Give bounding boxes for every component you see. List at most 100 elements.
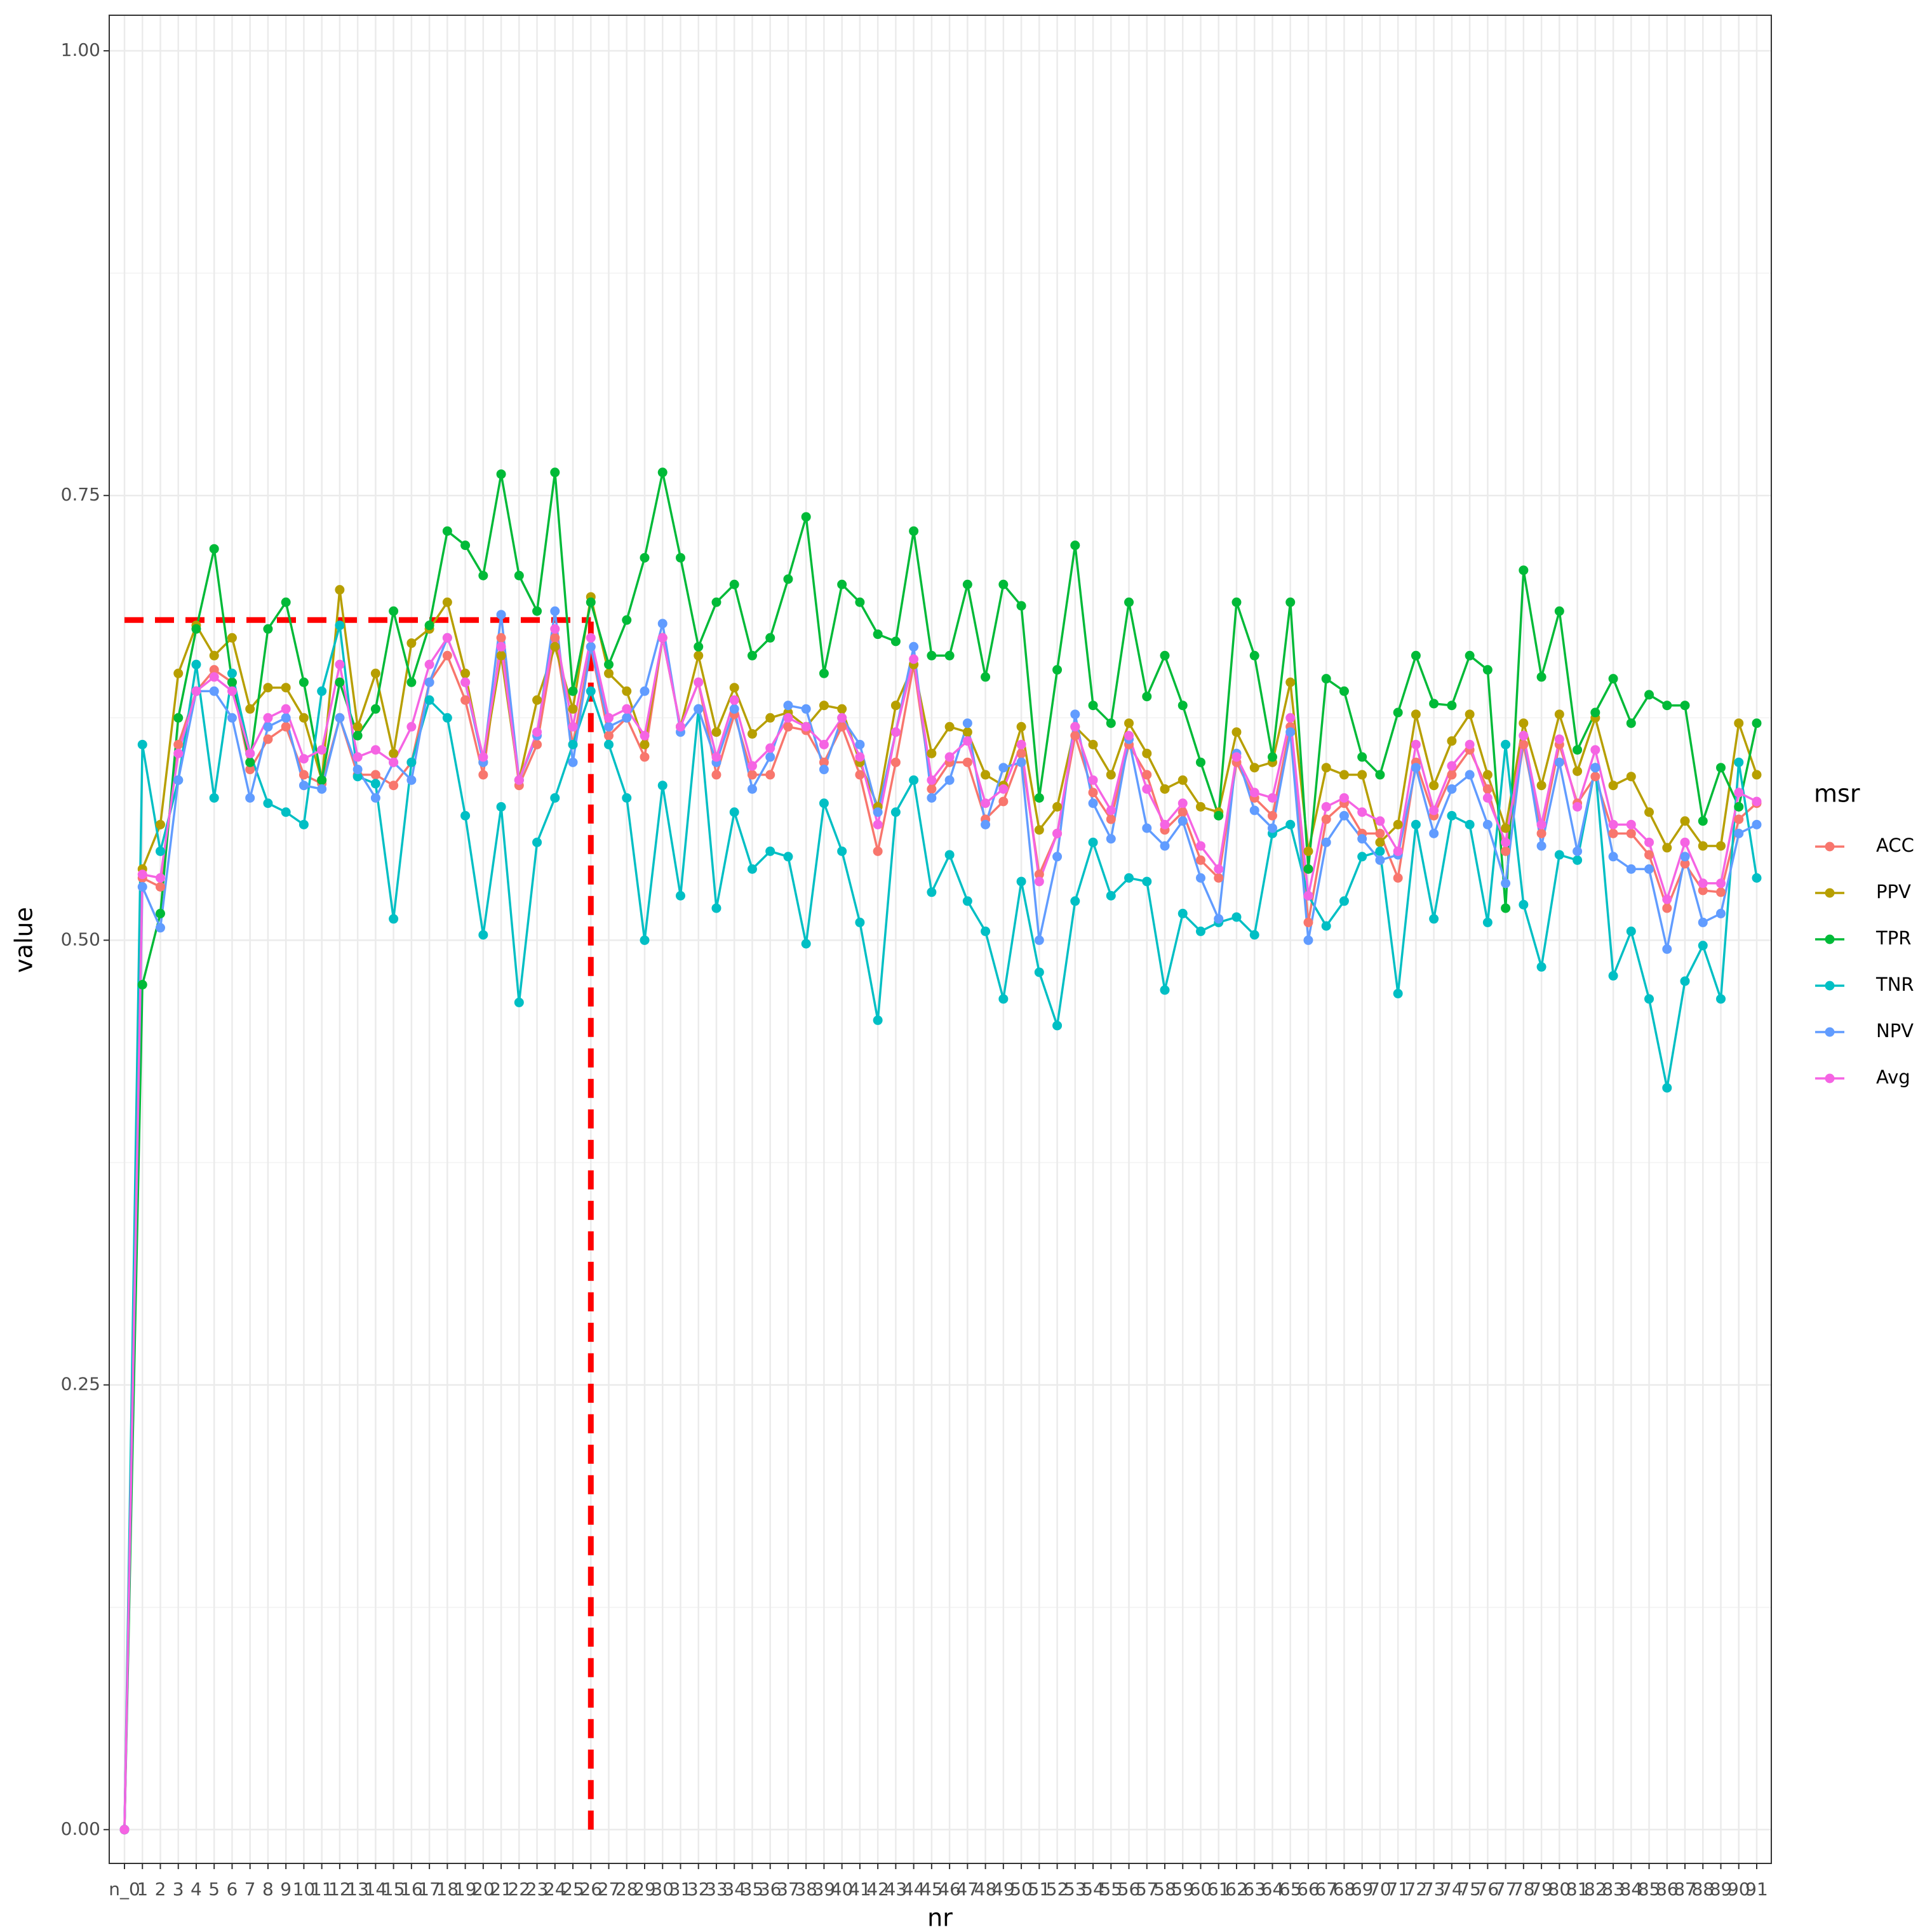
data-point [1447, 770, 1457, 780]
data-point [765, 743, 775, 753]
plot-area [119, 467, 1762, 1835]
data-point [1339, 793, 1349, 803]
data-point [1608, 828, 1618, 838]
x-tick-label: 33 [705, 1879, 728, 1900]
data-point [1196, 926, 1206, 936]
data-point [1698, 816, 1708, 826]
data-point [1052, 802, 1063, 812]
data-point [783, 701, 793, 711]
data-point [729, 695, 739, 705]
data-point [1142, 748, 1152, 758]
data-point [209, 686, 219, 696]
data-point [1267, 810, 1277, 821]
x-tick-label: 81 [1566, 1879, 1589, 1900]
data-point [1375, 816, 1385, 826]
x-tick-label: 59 [1171, 1879, 1194, 1900]
data-point [604, 730, 614, 741]
x-tick-label: 10 [293, 1879, 316, 1900]
data-point [1608, 852, 1618, 862]
data-point [370, 770, 380, 780]
data-point [622, 615, 632, 625]
data-point [1519, 730, 1529, 741]
data-point [1608, 781, 1618, 791]
data-point [1734, 802, 1744, 812]
data-point [1106, 834, 1116, 844]
x-tick-label: 47 [956, 1879, 979, 1900]
panel-border [109, 15, 1772, 1864]
data-point [245, 757, 255, 767]
data-point [747, 770, 757, 780]
legend-key-point [1825, 981, 1835, 991]
data-point [675, 721, 685, 732]
data-point [532, 837, 542, 847]
x-tick-label: 48 [974, 1879, 997, 1900]
data-point [890, 757, 901, 767]
data-point [1267, 752, 1277, 762]
data-point [1375, 846, 1385, 856]
data-point [550, 606, 560, 616]
x-tick-label: 86 [1656, 1879, 1679, 1900]
data-point [729, 704, 739, 714]
data-point [352, 765, 363, 775]
data-point [801, 939, 811, 949]
data-point [909, 654, 919, 664]
data-point [1590, 763, 1600, 773]
x-tick-label: 13 [346, 1879, 369, 1900]
y-axis-title: value [10, 907, 38, 973]
data-point [227, 633, 237, 643]
data-point [1644, 864, 1654, 874]
data-point [837, 846, 847, 856]
data-point [1716, 841, 1726, 851]
data-point [1070, 709, 1080, 720]
data-point [1716, 887, 1726, 897]
data-point [1501, 846, 1511, 856]
data-point [299, 677, 309, 687]
data-point [1321, 763, 1331, 773]
data-point [1752, 770, 1762, 780]
data-point [1536, 841, 1546, 851]
data-point [981, 819, 991, 829]
data-point [1321, 814, 1331, 824]
data-point [1088, 739, 1098, 749]
data-point [657, 467, 667, 478]
x-tick-label: 65 [1279, 1879, 1302, 1900]
data-point [173, 668, 184, 678]
data-point [352, 730, 363, 741]
data-point [711, 770, 721, 780]
data-point [1142, 770, 1152, 780]
x-tick-label: 89 [1710, 1879, 1733, 1900]
data-point [765, 633, 775, 643]
data-point [1339, 770, 1349, 780]
data-point [783, 721, 793, 732]
data-point [1375, 855, 1385, 865]
x-tick-label: 35 [741, 1879, 764, 1900]
data-point [245, 704, 255, 714]
data-point [1034, 876, 1044, 887]
x-tick-label: 50 [1010, 1879, 1033, 1900]
data-point [1303, 890, 1313, 901]
data-point [1393, 819, 1403, 829]
x-tick-label: 8 [262, 1879, 274, 1900]
data-point [1393, 988, 1403, 998]
data-point [209, 665, 219, 675]
data-point [1626, 864, 1636, 874]
data-point [981, 672, 991, 682]
data-point [622, 793, 632, 803]
data-point [962, 718, 972, 728]
data-point [1608, 819, 1618, 829]
data-point [1321, 837, 1331, 847]
x-tick-label: 31 [669, 1879, 692, 1900]
data-point [1088, 798, 1098, 808]
data-point [263, 713, 273, 723]
data-point [944, 775, 955, 785]
data-point [1680, 852, 1690, 862]
data-point [155, 908, 165, 918]
data-point [209, 793, 219, 803]
data-point [1662, 903, 1672, 913]
x-tick-label: 36 [759, 1879, 782, 1900]
x-tick-label: 30 [651, 1879, 674, 1900]
x-tick-label: 16 [400, 1879, 423, 1900]
data-point [1554, 757, 1564, 767]
legend: msr ACC PPV TPR TNR NPV Avg [1814, 780, 1914, 1089]
